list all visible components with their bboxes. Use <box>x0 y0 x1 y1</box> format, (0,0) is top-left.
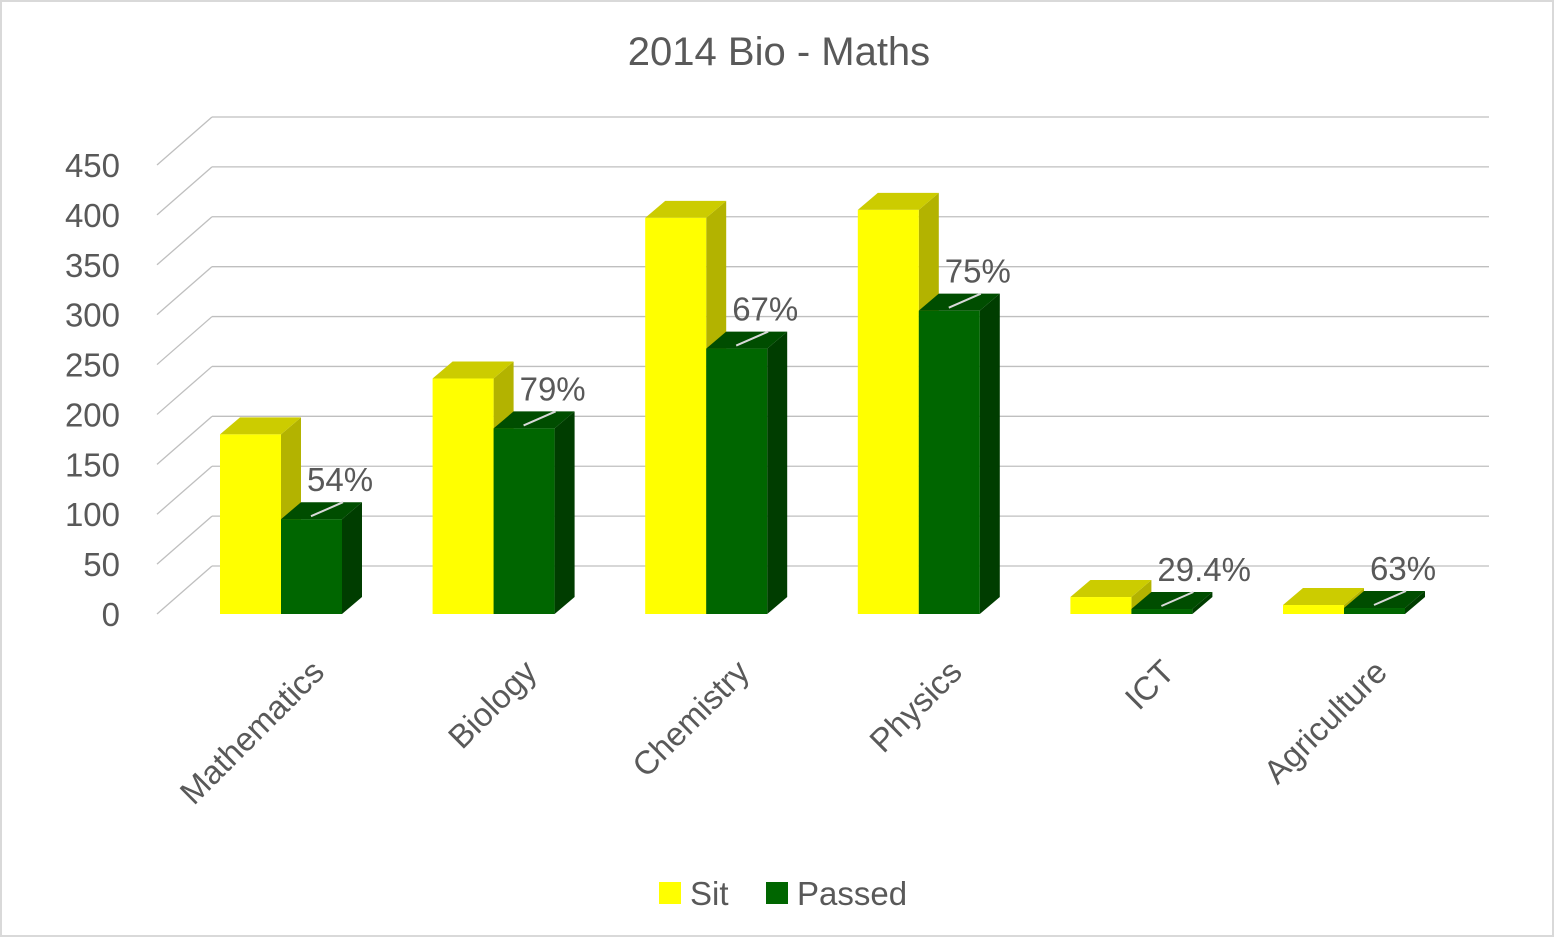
gridline-diagonal <box>156 465 213 515</box>
gridline-diagonal <box>156 365 213 415</box>
y-tick-label: 50 <box>83 546 120 583</box>
y-tick-label: 150 <box>65 446 120 483</box>
data-label-ict: 29.4% <box>1157 551 1251 588</box>
bar-top <box>1070 580 1152 598</box>
bar-side <box>554 411 575 614</box>
x-category-biology: Biology <box>441 652 544 755</box>
bar-side <box>1405 591 1425 614</box>
data-label-mathematics: 54% <box>307 461 373 498</box>
legend-label-passed: Passed <box>797 875 907 912</box>
bar-top <box>857 192 939 210</box>
y-tick-label: 400 <box>65 197 120 234</box>
gridline-diagonal <box>156 116 213 166</box>
data-label-leader <box>1373 590 1407 606</box>
data-label-physics: 75% <box>945 253 1011 290</box>
bar-front <box>1070 597 1132 614</box>
x-category-agriculture: Agriculture <box>1256 653 1394 791</box>
data-label-leader <box>735 330 769 347</box>
legend-label-sit: Sit <box>690 875 729 912</box>
y-axis-ticks: 0 50 100 150 200 250 300 350 400 450 <box>65 147 120 633</box>
y-tick-label: 100 <box>65 496 120 533</box>
bar-top <box>432 361 514 379</box>
y-tick-label: 300 <box>65 297 120 334</box>
bar-front <box>857 209 919 614</box>
data-label-agriculture: 63% <box>1370 550 1436 587</box>
bar-front <box>706 348 768 614</box>
legend-swatch-passed <box>766 882 788 904</box>
data-label-leader <box>1160 591 1194 607</box>
gridline-diagonal <box>156 515 213 565</box>
bar-top <box>220 417 301 435</box>
x-category-physics: Physics <box>862 653 969 760</box>
bar-front <box>1283 605 1344 614</box>
gridlines <box>156 116 1489 615</box>
bar-passed-mathematics <box>281 502 362 614</box>
x-category-ict: ICT <box>1118 653 1182 717</box>
bar-front <box>220 434 281 614</box>
bar-side <box>1192 592 1213 614</box>
x-category-mathematics: Mathematics <box>173 653 331 811</box>
legend-swatch-sit <box>659 882 681 904</box>
gridline-diagonal <box>156 415 213 465</box>
bars <box>220 192 1425 615</box>
gridline-diagonal <box>156 166 213 216</box>
chart-title: 2014 Bio - Maths <box>628 30 930 74</box>
y-tick-label: 0 <box>102 596 120 633</box>
bar-side <box>979 293 1000 614</box>
data-label-chemistry: 67% <box>732 291 798 328</box>
bar-front <box>281 519 342 614</box>
y-tick-label: 450 <box>65 147 120 184</box>
gridline-diagonal <box>156 316 213 366</box>
gridline-diagonal <box>156 565 213 615</box>
bar-front <box>918 310 980 614</box>
bar-passed-biology <box>493 411 575 614</box>
bar-front <box>432 378 494 614</box>
bar-top <box>645 200 727 218</box>
bar-side <box>342 502 362 614</box>
legend: Sit Passed <box>659 875 907 912</box>
data-label-leader <box>310 501 344 518</box>
x-category-chemistry: Chemistry <box>625 652 757 784</box>
gridline-diagonal <box>156 266 213 316</box>
bar-front <box>1344 608 1405 614</box>
y-tick-label: 200 <box>65 396 120 433</box>
bar-side <box>767 331 788 614</box>
bar-passed-physics <box>918 293 1000 614</box>
data-label-leader <box>948 292 982 309</box>
y-tick-label: 350 <box>65 247 120 284</box>
data-label-leader <box>523 410 557 427</box>
bar-sit-ict <box>1070 580 1152 614</box>
data-labels: 54% 79% 67% 75% 29.4% 63% <box>307 253 1436 607</box>
gridline-diagonal <box>156 216 213 266</box>
bar-front <box>493 428 555 614</box>
y-tick-label: 250 <box>65 347 120 384</box>
data-label-biology: 79% <box>520 370 586 407</box>
x-axis-categories: Mathematics Biology Chemistry Physics ICT Agr… <box>173 652 1394 811</box>
bar-front <box>645 217 707 615</box>
bar-front <box>1131 609 1193 614</box>
bar-passed-chemistry <box>706 331 788 614</box>
bar-top <box>1283 588 1364 606</box>
